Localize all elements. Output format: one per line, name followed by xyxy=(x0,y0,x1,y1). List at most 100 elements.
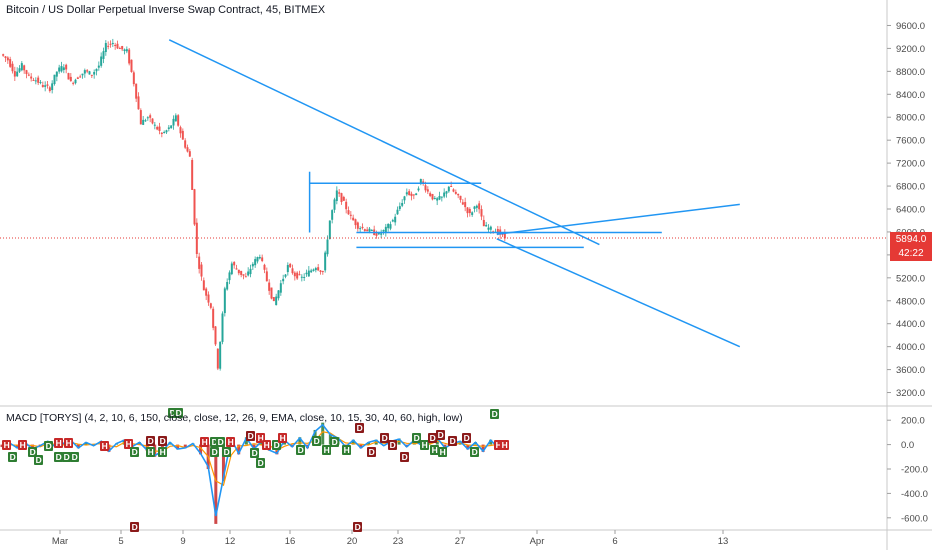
macd-histogram-bar xyxy=(183,444,187,449)
signal-label-text: D xyxy=(450,436,456,446)
candle-body xyxy=(403,196,406,201)
candle-body xyxy=(368,228,371,232)
h-signal-label xyxy=(420,440,429,450)
price-tick-label: 8400.0 xyxy=(896,90,925,101)
price-tick-label: 4800.0 xyxy=(896,296,925,307)
time-tick-label: 23 xyxy=(393,536,404,547)
candle-body xyxy=(223,288,226,314)
candle-body xyxy=(282,278,285,282)
candle-body xyxy=(53,74,56,85)
macd-histogram-bar xyxy=(252,444,256,450)
candle-body xyxy=(135,83,138,99)
d-signal-label xyxy=(210,447,219,457)
d-signal-label xyxy=(470,447,479,457)
price-tick-label: 7600.0 xyxy=(896,136,925,147)
candle-body xyxy=(251,263,254,267)
candle-body xyxy=(142,119,145,125)
signal-label-text: D xyxy=(212,437,218,447)
candle-body xyxy=(34,80,37,82)
candle-body xyxy=(485,224,488,227)
candle-body xyxy=(123,49,126,51)
candle-body xyxy=(151,118,154,124)
candle-body xyxy=(88,71,91,75)
candle-body xyxy=(361,226,364,229)
signal-label-text: D xyxy=(132,447,138,457)
candle-body xyxy=(310,270,313,273)
candle-body xyxy=(51,83,54,91)
candle-body xyxy=(256,257,259,262)
candle-body xyxy=(69,76,72,82)
signal-label-text: H xyxy=(324,445,330,455)
h-signal-label xyxy=(262,440,271,450)
candle-body xyxy=(496,228,499,235)
signal-label-text: D xyxy=(274,440,280,450)
d-signal-label xyxy=(62,452,71,462)
candle-body xyxy=(116,43,119,49)
d-signal-label xyxy=(400,452,409,462)
d-signal-label xyxy=(34,455,43,465)
candle-body xyxy=(268,282,271,291)
candle-body xyxy=(464,202,467,208)
candle-body xyxy=(146,117,149,119)
candle-body xyxy=(177,115,180,126)
macd-histogram-bar xyxy=(489,439,493,445)
time-tick-label: Apr xyxy=(530,536,545,547)
candle-body xyxy=(436,198,439,201)
candle-body xyxy=(13,71,16,77)
price-axis[interactable]: 9600.0 9200.0 8800.0 8400.0 8000.0 7600.0 7200… xyxy=(887,21,925,399)
macd-histogram-bar xyxy=(428,442,432,445)
candle-body xyxy=(293,272,296,277)
candle-body xyxy=(489,226,492,230)
d-signal-label xyxy=(367,447,376,457)
candle-body xyxy=(205,288,208,296)
candle-body xyxy=(228,272,231,281)
candle-body xyxy=(209,303,212,308)
candle-body xyxy=(380,233,383,235)
candle-body xyxy=(424,185,427,191)
candle-body xyxy=(39,82,42,84)
signal-label-text: D xyxy=(252,448,258,458)
macd-tick-label: -200.0 xyxy=(901,465,928,476)
macd-histogram-bar xyxy=(237,444,241,455)
price-tick-label: 8000.0 xyxy=(896,113,925,124)
candle-body xyxy=(279,283,282,293)
signal-label-text: H xyxy=(20,440,26,450)
candle-body xyxy=(118,48,121,50)
macd-histogram-bar xyxy=(359,444,363,449)
signal-label-text: H xyxy=(258,433,264,443)
d-signal-label xyxy=(380,433,389,443)
signal-label-text: D xyxy=(298,445,304,455)
signal-label-text: D xyxy=(248,431,254,441)
signal-label-text: D xyxy=(212,447,218,457)
candle-body xyxy=(242,274,245,276)
candle-body xyxy=(160,132,163,135)
candle-body xyxy=(363,229,366,232)
candle-body xyxy=(289,263,292,268)
candle-body xyxy=(482,219,485,227)
macd-tick-label: 0.0 xyxy=(901,440,914,451)
h-signal-label xyxy=(64,438,73,448)
macd-axis[interactable]: 200.0 0.0 -200.0 -400.0 -600.0 xyxy=(887,416,928,525)
h-signal-label xyxy=(158,447,167,457)
candle-body xyxy=(410,193,413,197)
candle-body xyxy=(18,68,21,72)
candle-body xyxy=(58,67,61,72)
time-axis[interactable]: Mar 5 9 12 16 20 23 27 Apr 6 13 xyxy=(52,530,728,547)
candle-body xyxy=(76,77,79,79)
candle-body xyxy=(307,270,310,277)
candle-body xyxy=(9,59,12,67)
candle-body xyxy=(300,276,303,278)
macd-histogram-bar xyxy=(214,444,218,524)
candle-body xyxy=(137,96,140,110)
d-signal-label xyxy=(490,409,499,419)
candle-body xyxy=(193,189,196,225)
signal-label-text: H xyxy=(228,437,234,447)
macd-histogram-bar xyxy=(15,444,19,449)
price-tick-label: 3600.0 xyxy=(896,365,925,376)
candle-body xyxy=(202,280,205,291)
signal-label-text: D xyxy=(10,452,16,462)
macd-histogram-bar xyxy=(351,439,355,445)
